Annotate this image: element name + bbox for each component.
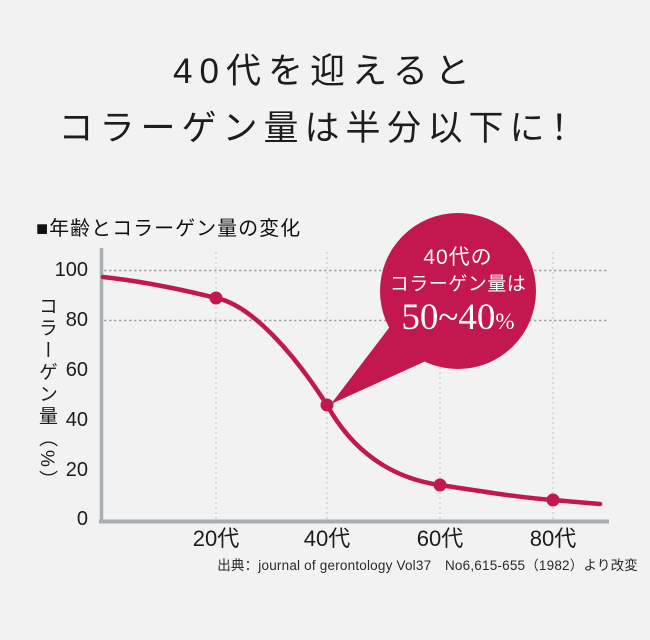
bubble-unit: % — [495, 309, 515, 335]
data-point-60s — [433, 478, 447, 492]
chart-title: ■年齢とコラーゲン量の変化 — [36, 218, 302, 240]
bubble-line1: 40代の — [423, 246, 493, 270]
bubble-line2: コラーゲン量は — [389, 274, 527, 296]
data-point-80s — [546, 493, 560, 507]
data-points — [209, 291, 560, 507]
bubble-value: 50~40 — [401, 297, 496, 339]
x-tick-40s: 40代 — [303, 526, 351, 551]
y-tick-40: 40 — [65, 409, 88, 431]
y-tick-60: 60 — [65, 359, 88, 381]
data-point-20s — [209, 291, 223, 305]
bubble-value-line: 50~40% — [401, 297, 515, 339]
source-note: 出典：journal of gerontology Vol37 No6,615-… — [217, 558, 638, 573]
y-tick-80: 80 — [65, 309, 88, 331]
y-tick-0: 0 — [76, 508, 88, 530]
headline-line1: 40代を迎えると — [173, 52, 477, 91]
x-tick-20s: 20代 — [192, 526, 240, 551]
headline-line2: コラーゲン量は半分以下に！ — [58, 109, 592, 148]
y-tick-20: 20 — [65, 459, 88, 481]
callout-bubble-shape — [331, 213, 536, 404]
y-axis-title: コラーゲン量（%） — [36, 296, 57, 492]
callout-bubble-circle — [380, 213, 536, 369]
callout-bubble-text: 40代の コラーゲン量は 50~40% — [380, 214, 536, 370]
headline: 40代を迎えると コラーゲン量は半分以下に！ — [0, 54, 650, 146]
x-tick-60s: 60代 — [416, 526, 464, 551]
data-point-40s — [320, 398, 334, 412]
y-tick-100: 100 — [54, 259, 88, 281]
x-tick-80s: 80代 — [529, 526, 577, 551]
